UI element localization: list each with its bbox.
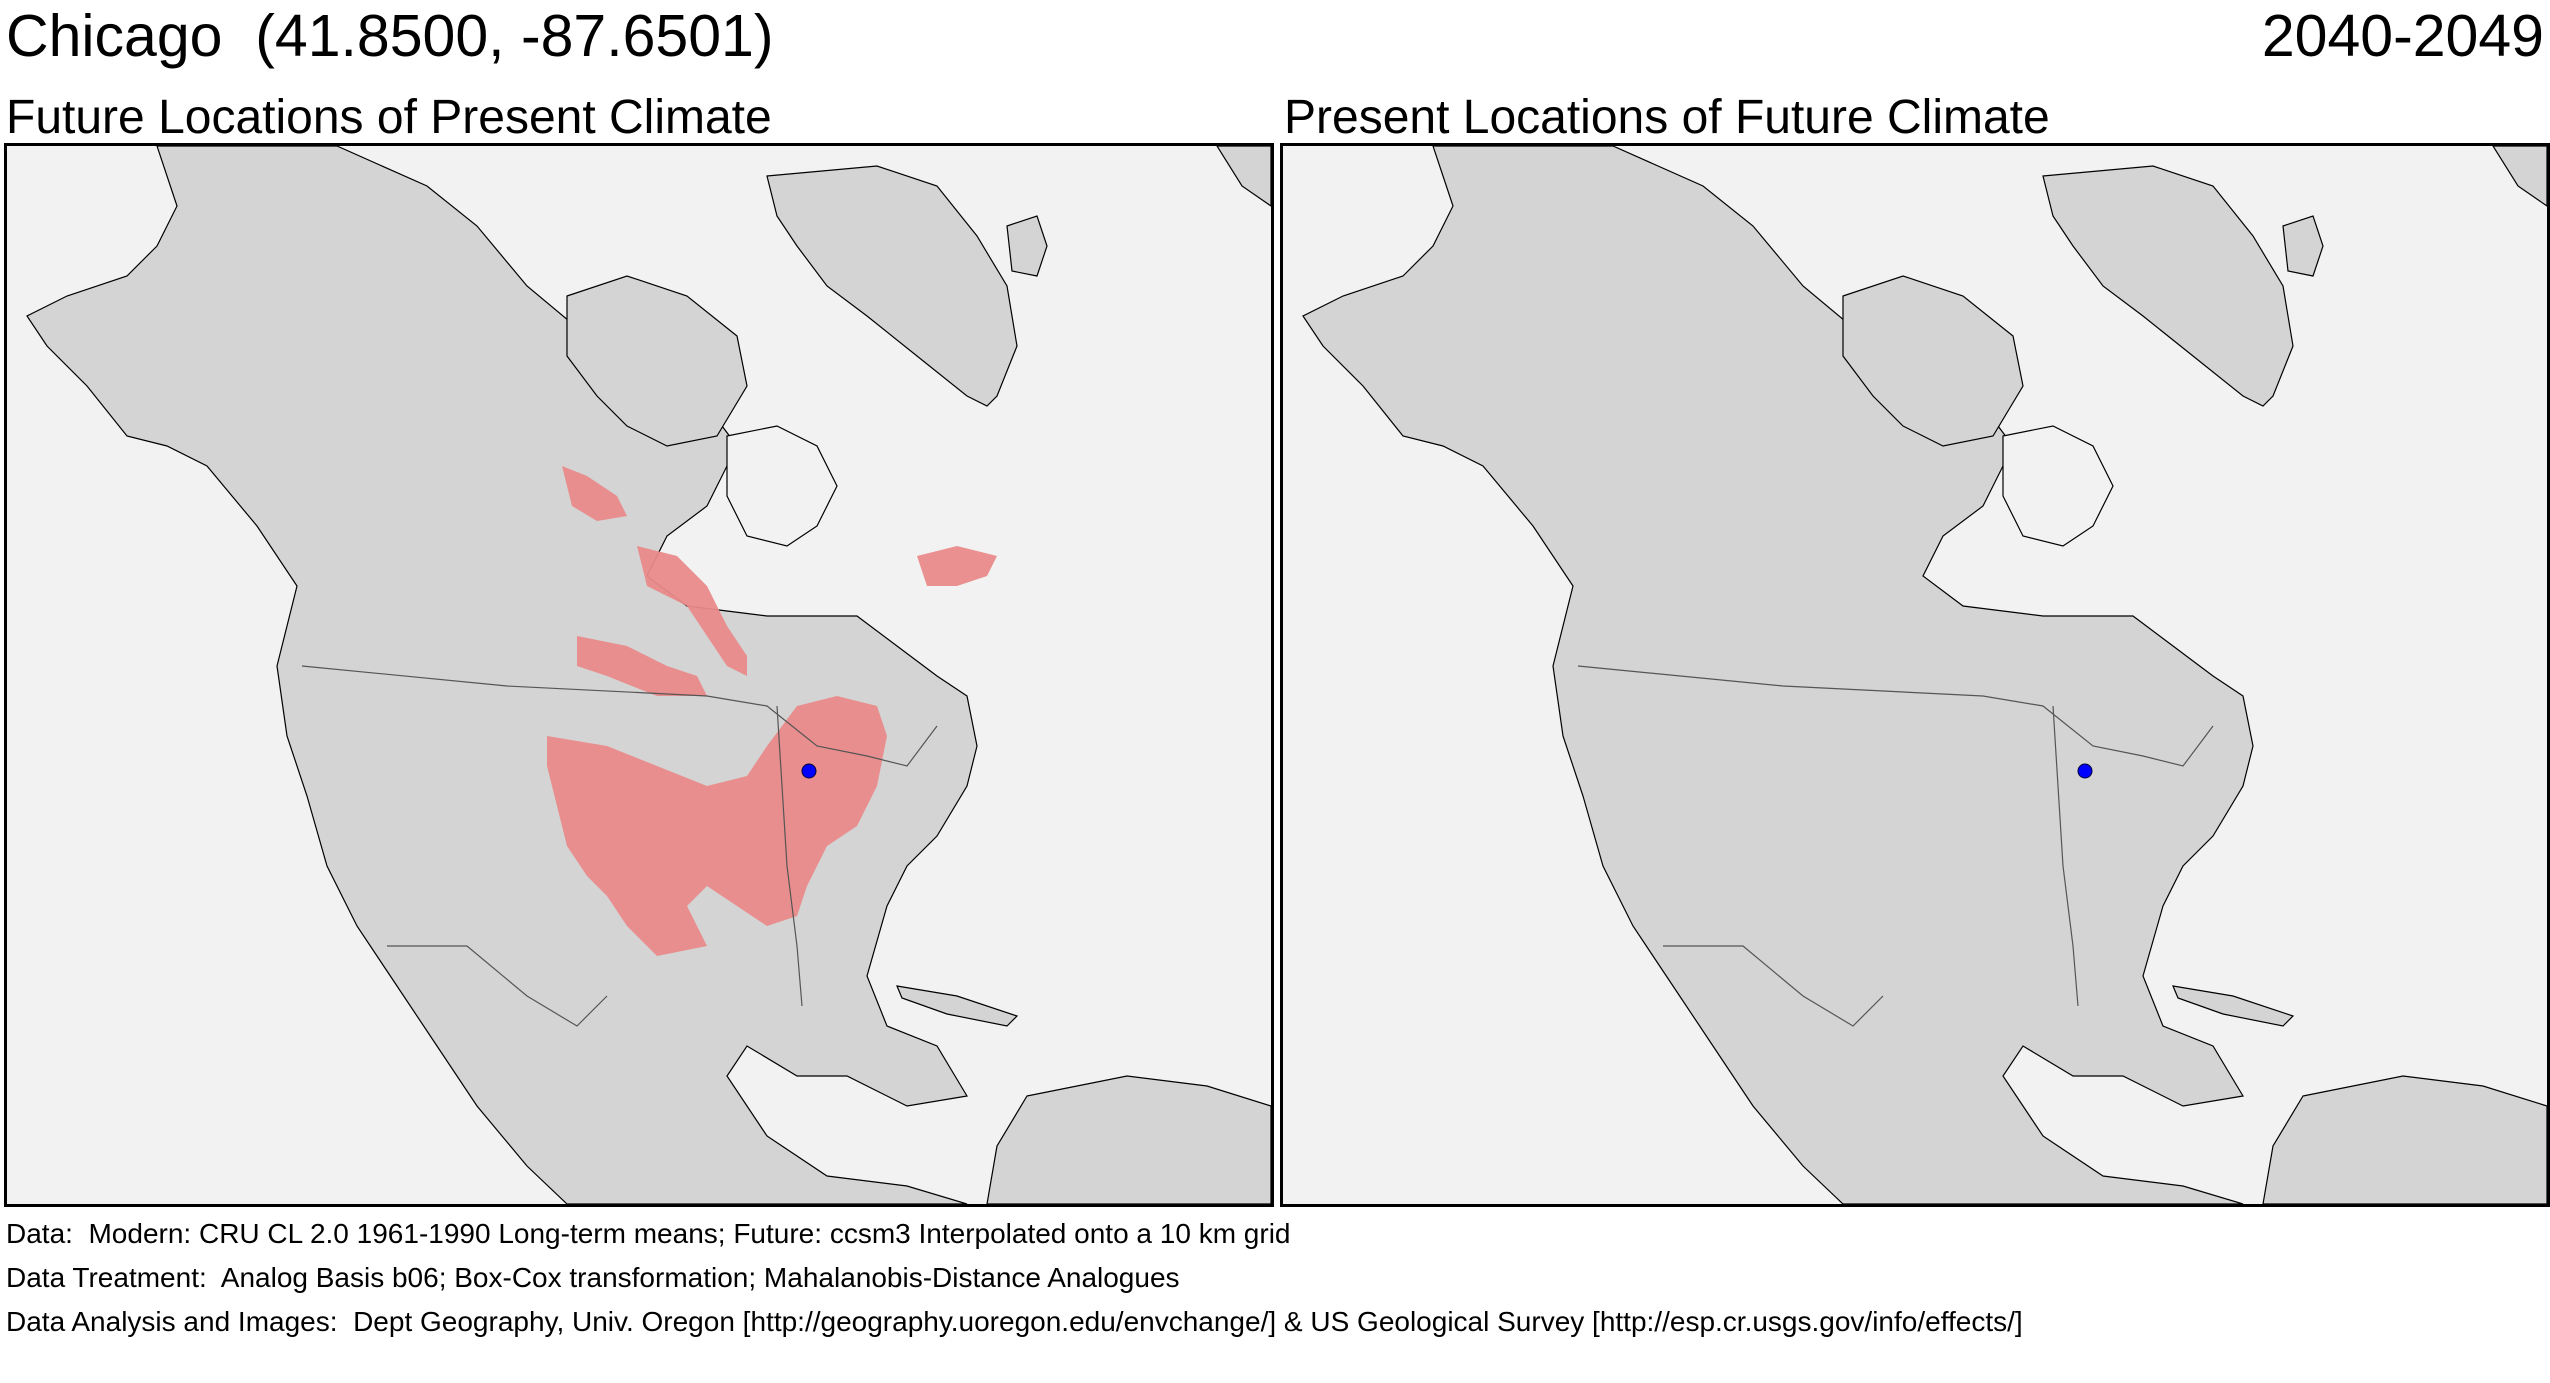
arctic-islands-land [566, 275, 748, 447]
footer-data-treatment: Data Treatment: Analog Basis b06; Box-Co… [6, 1262, 1180, 1293]
europe-corner-land [2492, 146, 2547, 207]
borders [1577, 665, 2214, 1027]
analog-patch-east [917, 546, 997, 586]
right-map-panel [1280, 143, 2550, 1207]
south-america-land [2262, 1075, 2547, 1204]
us-mexico-border [1663, 945, 1884, 1027]
hudson-bay [2002, 425, 2114, 547]
analog-patch-north [562, 466, 627, 521]
analog-patch-prairie [577, 636, 707, 696]
analog-region [547, 466, 997, 956]
iceland-land [2282, 215, 2324, 277]
us-canada-border [301, 665, 938, 767]
europe-corner-land [1216, 146, 1271, 207]
right-panel-title: Present Locations of Future Climate [1284, 91, 2050, 144]
arctic-islands-land [1842, 275, 2024, 447]
right-map [1302, 146, 2547, 1204]
us-mexico-border [387, 945, 608, 1027]
chicago-marker [2077, 763, 2093, 779]
iceland-land [1006, 215, 1048, 277]
north-america-land [1302, 146, 2254, 1204]
footer-data-source: Data: Modern: CRU CL 2.0 1961-1990 Long-… [6, 1218, 1291, 1249]
chicago-marker [801, 763, 817, 779]
south-america-land [986, 1075, 1271, 1204]
mississippi-river [776, 705, 803, 1007]
cuba-land [896, 985, 1019, 1027]
greenland-land [2042, 165, 2294, 407]
analog-patch-central [637, 546, 747, 676]
period-title: 2040-2049 [2261, 3, 2544, 69]
analog-patch-main [547, 696, 887, 956]
left-map [26, 146, 1271, 1204]
us-canada-border [1577, 665, 2214, 767]
cuba-land [2172, 985, 2295, 1027]
footer-data-analysis: Data Analysis and Images: Dept Geography… [6, 1306, 2023, 1337]
left-map-panel [4, 143, 1274, 1207]
north-america-land [26, 146, 978, 1204]
land [1302, 146, 2547, 1204]
greenland-land [766, 165, 1018, 407]
hudson-bay [726, 425, 838, 547]
left-panel-title: Future Locations of Present Climate [6, 91, 772, 144]
land [26, 146, 1271, 1204]
borders [301, 665, 938, 1027]
mississippi-river [2052, 705, 2079, 1007]
location-title: Chicago (41.8500, -87.6501) [6, 3, 774, 69]
